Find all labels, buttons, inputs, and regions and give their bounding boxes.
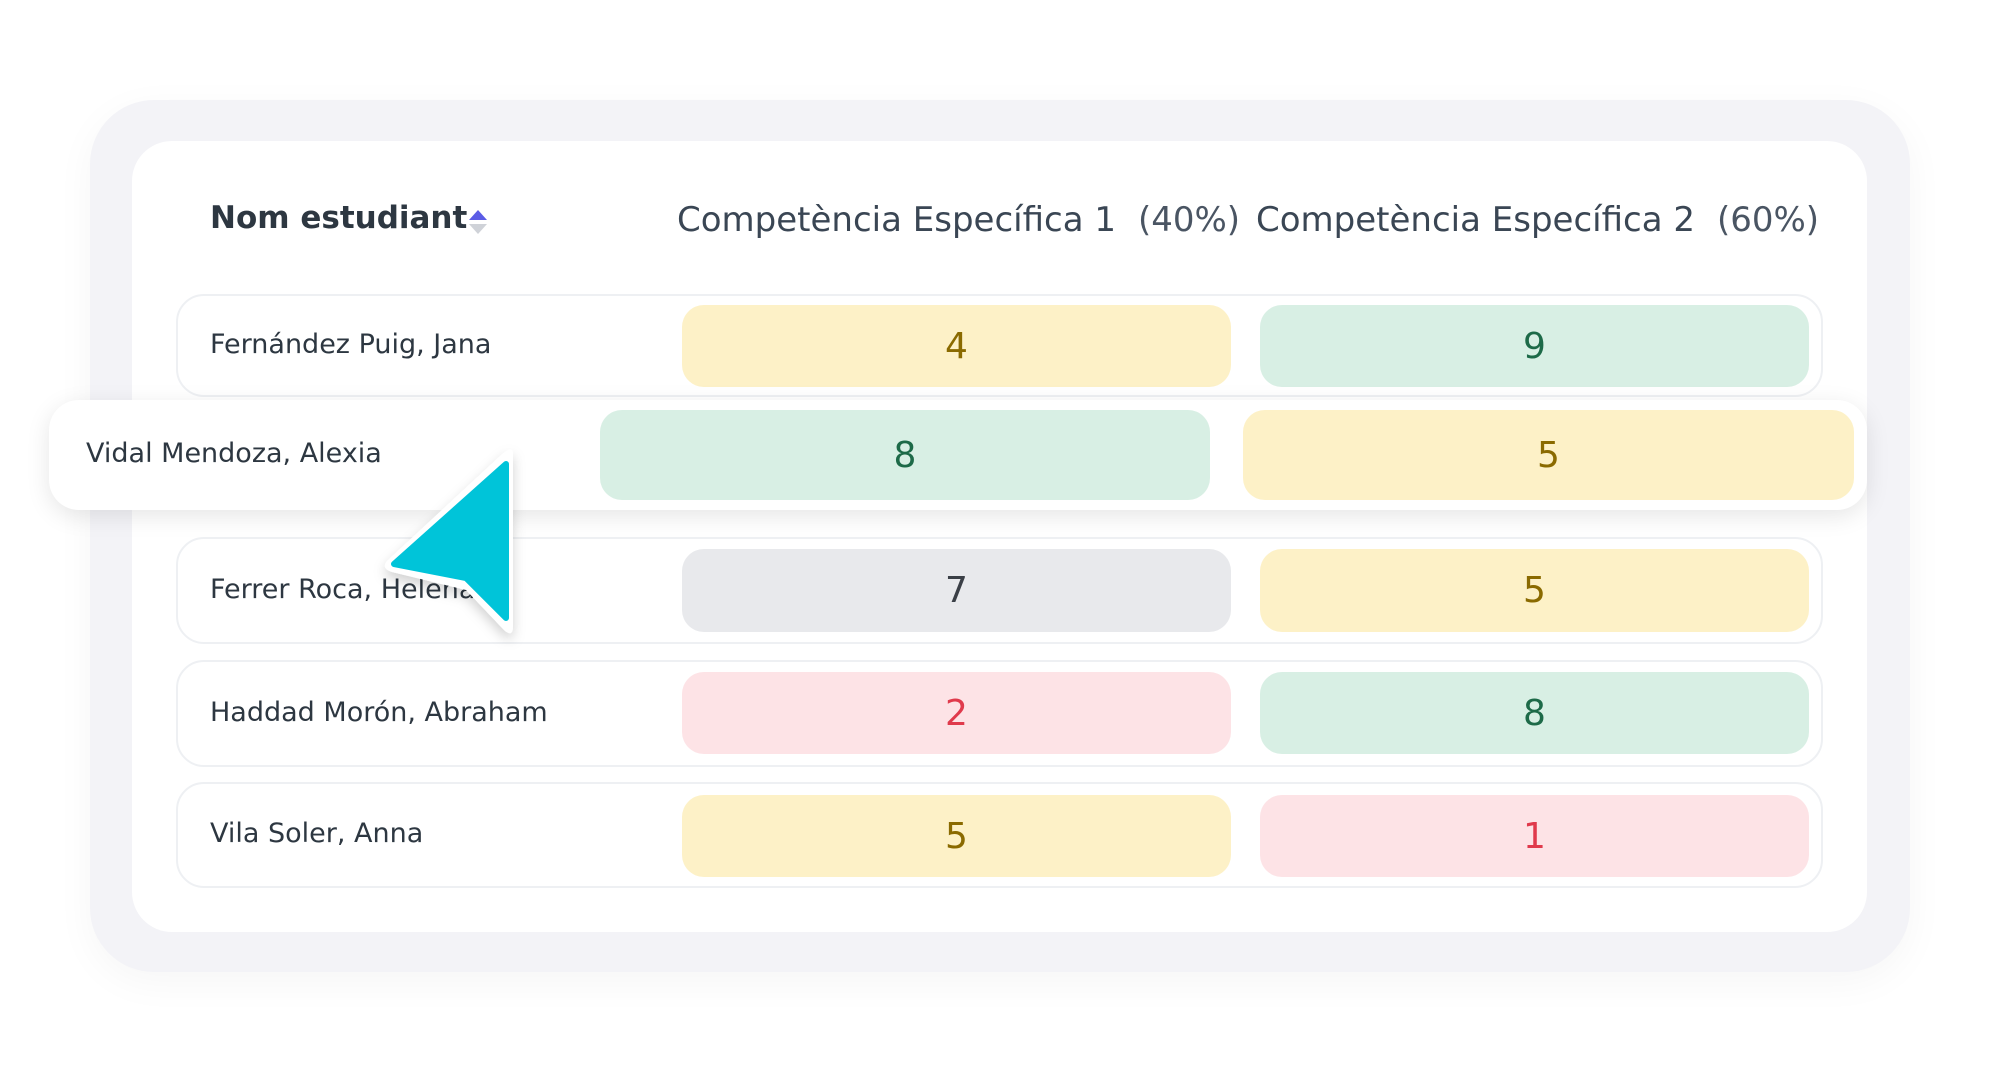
student-name: Haddad Morón, Abraham bbox=[210, 697, 548, 728]
grade-cell[interactable]: 8 bbox=[1260, 672, 1809, 754]
student-name: Vila Soler, Anna bbox=[210, 818, 424, 849]
grade-cell[interactable]: 4 bbox=[682, 305, 1231, 387]
grade-cell[interactable]: 5 bbox=[682, 795, 1231, 877]
cursor-arrow-icon bbox=[384, 449, 513, 634]
grade-cell[interactable]: 5 bbox=[1260, 549, 1809, 632]
column-header-student-name[interactable]: Nom estudiant bbox=[210, 200, 468, 236]
sort-icon[interactable] bbox=[468, 208, 488, 236]
grade-cell[interactable]: 5 bbox=[1243, 410, 1854, 500]
grade-cell[interactable]: 9 bbox=[1260, 305, 1809, 387]
grade-cell[interactable]: 2 bbox=[682, 672, 1231, 754]
grade-cell[interactable]: 1 bbox=[1260, 795, 1809, 877]
column-label: Competència Específica 1 bbox=[677, 200, 1116, 240]
student-name: Fernández Puig, Jana bbox=[210, 329, 492, 360]
student-name: Vidal Mendoza, Alexia bbox=[86, 438, 382, 469]
column-label: Competència Específica 2 bbox=[1256, 200, 1695, 240]
grade-cell[interactable]: 7 bbox=[682, 549, 1231, 632]
column-header-competencia-2: Competència Específica 2 (60%) bbox=[1256, 200, 1819, 240]
column-weight: (40%) bbox=[1137, 200, 1241, 240]
column-header-competencia-1: Competència Específica 1 (40%) bbox=[677, 200, 1240, 240]
column-weight: (60%) bbox=[1716, 200, 1820, 240]
grade-cell[interactable]: 8 bbox=[600, 410, 1210, 500]
